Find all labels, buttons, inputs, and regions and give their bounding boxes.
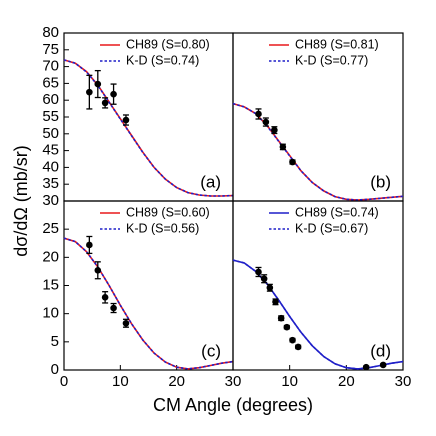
x-tick-label: 20: [168, 373, 185, 390]
data-point: [94, 80, 102, 88]
legend-label: CH89 (S=0.81): [295, 37, 379, 51]
data-point: [101, 294, 109, 301]
legend-label: CH89 (S=0.80): [126, 37, 210, 51]
y-tick-label: 60: [42, 91, 59, 108]
y-tick-label: 20: [42, 248, 59, 265]
y-tick-label: 45: [42, 142, 59, 159]
data-point: [379, 361, 387, 369]
data-point: [289, 336, 296, 344]
legend-label: CH89 (S=0.74): [295, 205, 379, 219]
x-tick-label: 20: [338, 373, 355, 390]
data-point: [110, 304, 117, 312]
data-point: [94, 266, 102, 274]
data-point: [122, 319, 130, 327]
legend-label: K-D (S=0.56): [126, 221, 199, 235]
y-tick-label: 50: [42, 125, 59, 142]
data-point: [260, 275, 268, 283]
panel-label: (c): [201, 341, 221, 360]
curve: [232, 259, 404, 370]
y-tick-label: 35: [42, 175, 59, 192]
data-point: [86, 88, 93, 96]
y-axis-label: dσ/dΩ (mb/sr): [11, 145, 31, 257]
data-point: [271, 126, 278, 134]
x-tick-label: 10: [112, 373, 129, 390]
y-tick-label: 25: [42, 220, 59, 237]
data-point: [255, 110, 262, 118]
x-axis-label: CM Angle (degrees): [153, 395, 313, 415]
y-tick-label: 40: [42, 158, 59, 175]
y-tick-label: 10: [42, 305, 59, 322]
legend-label: CH89 (S=0.60): [126, 205, 210, 219]
x-tick-label: 30: [225, 373, 242, 390]
data-point: [277, 314, 285, 322]
legend-label: K-D (S=0.77): [295, 53, 368, 67]
y-tick-label: 30: [42, 192, 59, 209]
x-tick-label: 10: [281, 373, 298, 390]
y-tick-label: 80: [42, 24, 59, 41]
y-tick-label: 65: [42, 74, 59, 91]
panel-label: (b): [370, 172, 391, 191]
legend-label: K-D (S=0.67): [295, 221, 368, 235]
curve: [63, 237, 234, 370]
data-point: [279, 143, 287, 151]
x-tick-label: 0: [60, 373, 68, 390]
y-tick-label: 75: [42, 41, 59, 58]
x-tick-label: 30: [395, 373, 412, 390]
data-point: [262, 118, 270, 126]
data-point: [110, 90, 117, 98]
y-tick-label: 5: [51, 333, 59, 350]
data-point: [266, 284, 274, 292]
panel-label: (a): [200, 172, 221, 191]
data-point: [255, 268, 262, 276]
panel-frame: [232, 200, 404, 371]
y-tick-label: 55: [42, 108, 59, 125]
y-tick-label: 15: [42, 276, 59, 293]
y-tick-label: 70: [42, 58, 59, 75]
y-tick-label: 0: [51, 361, 59, 378]
panel-label: (d): [370, 341, 391, 360]
data-point: [101, 99, 109, 107]
data-point: [362, 363, 370, 371]
data-point: [283, 323, 291, 331]
data-point: [289, 158, 296, 166]
curve: [63, 59, 234, 197]
legend-label: K-D (S=0.74): [126, 53, 199, 67]
data-point: [272, 298, 279, 306]
data-point: [122, 116, 130, 124]
data-point: [86, 241, 93, 249]
data-point: [294, 343, 302, 351]
